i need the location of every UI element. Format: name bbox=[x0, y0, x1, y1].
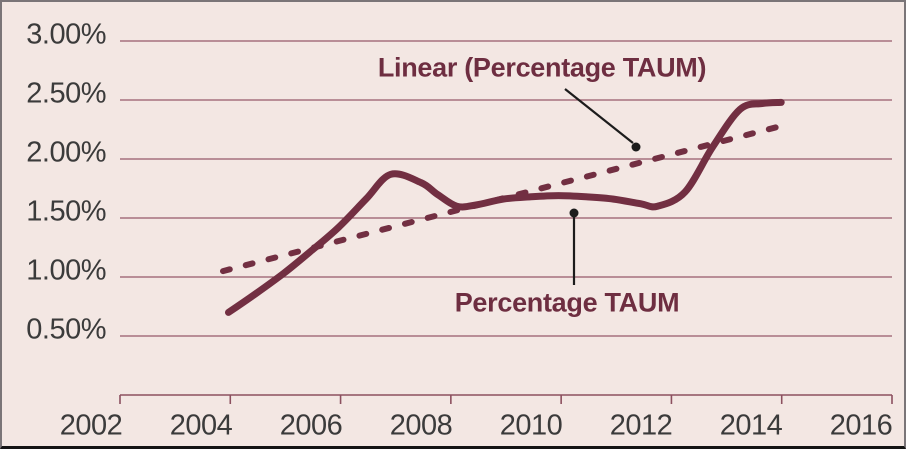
series-annotation-label: Percentage TAUM bbox=[454, 287, 680, 318]
series-annotation-dot bbox=[569, 208, 579, 218]
y-axis-label: 2.00% bbox=[26, 136, 106, 169]
trendline-annotation-arrow bbox=[564, 88, 634, 144]
x-axis-label: 2008 bbox=[389, 409, 453, 442]
x-axis-label: 2006 bbox=[279, 409, 343, 442]
y-axis-label: 2.50% bbox=[26, 77, 106, 110]
x-axis-label: 2012 bbox=[609, 409, 673, 442]
trendline-annotation-label: Linear (Percentage TAUM) bbox=[377, 52, 707, 83]
x-axis-label: 2002 bbox=[59, 409, 123, 442]
percentage-taum-line bbox=[225, 98, 785, 316]
x-axis-label: 2010 bbox=[499, 409, 563, 442]
y-axis-label: 1.00% bbox=[26, 254, 106, 287]
x-axis-label: 2016 bbox=[829, 409, 893, 442]
y-axis-label: 1.50% bbox=[26, 195, 106, 228]
trendline-annotation-dot bbox=[631, 142, 641, 152]
x-axis-label: 2004 bbox=[169, 409, 233, 442]
x-axis-label: 2014 bbox=[719, 409, 783, 442]
y-axis-label: 3.00% bbox=[26, 18, 106, 51]
y-axis-label: 0.50% bbox=[26, 313, 106, 346]
